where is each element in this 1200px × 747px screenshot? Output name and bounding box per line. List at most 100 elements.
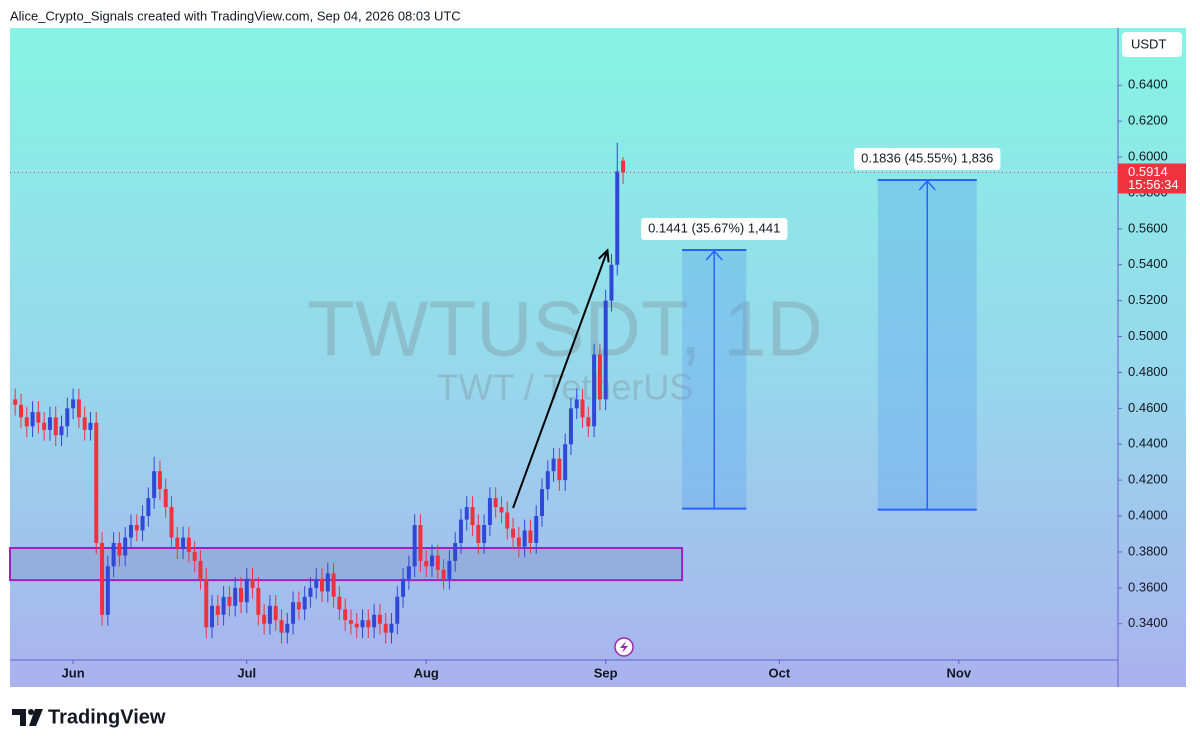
currency-label: USDT bbox=[1131, 36, 1166, 51]
candle-body bbox=[383, 623, 388, 633]
candle-body bbox=[424, 560, 429, 567]
last-price-label: 0.5914 bbox=[1128, 164, 1168, 179]
candle-body bbox=[621, 160, 626, 173]
brand-logo bbox=[12, 709, 43, 726]
measure-label: 0.1836 (45.55%) 1,836 bbox=[861, 150, 993, 165]
candle-body bbox=[256, 587, 261, 615]
candle-body bbox=[65, 408, 70, 427]
measure-label: 0.1441 (35.67%) 1,441 bbox=[648, 220, 780, 235]
candle-body bbox=[88, 422, 93, 430]
candle-body bbox=[47, 417, 52, 430]
candle-body bbox=[71, 399, 76, 409]
candle-body bbox=[13, 399, 18, 405]
trend-arrow-head bbox=[598, 248, 610, 263]
candle-body bbox=[372, 614, 377, 628]
candle-body bbox=[551, 458, 556, 472]
candle-body bbox=[250, 578, 255, 588]
candle-body bbox=[476, 525, 481, 543]
candle-body bbox=[354, 623, 359, 628]
candle-body bbox=[574, 399, 579, 409]
y-tick-label: 0.4600 bbox=[1128, 400, 1168, 415]
header-title: Alice_Crypto_Signals created with Tradin… bbox=[10, 8, 461, 23]
candle-body bbox=[227, 596, 232, 606]
candle-body bbox=[210, 605, 215, 628]
candle-body bbox=[94, 422, 99, 543]
x-tick-label: Oct bbox=[769, 665, 791, 680]
candle-body bbox=[18, 404, 23, 418]
candle-body bbox=[464, 507, 469, 520]
candle-body bbox=[100, 542, 105, 615]
candle-body bbox=[285, 623, 290, 633]
candle-body bbox=[366, 620, 371, 628]
candle-body bbox=[152, 471, 157, 499]
candle-body bbox=[557, 458, 562, 481]
countdown-label: 15:56:34 bbox=[1128, 177, 1179, 192]
candle-body bbox=[123, 537, 128, 556]
candle-body bbox=[82, 417, 87, 430]
candle-body bbox=[140, 516, 145, 531]
candle-body bbox=[592, 354, 597, 427]
candle-body bbox=[487, 498, 492, 526]
candle-body bbox=[435, 555, 440, 570]
candle-body bbox=[221, 596, 226, 615]
candle-body bbox=[586, 417, 591, 427]
y-tick-label: 0.5000 bbox=[1128, 328, 1168, 343]
candle-body bbox=[534, 516, 539, 543]
candle-body bbox=[516, 537, 521, 547]
candle-body bbox=[198, 560, 203, 579]
candle-body bbox=[406, 566, 411, 579]
candle-body bbox=[331, 573, 336, 597]
candle-body bbox=[76, 399, 81, 418]
x-tick-label: Sep bbox=[594, 665, 618, 680]
currency-box bbox=[1122, 32, 1182, 57]
candle-body bbox=[603, 300, 608, 400]
candle-body bbox=[453, 542, 458, 561]
x-tick-label: Jun bbox=[62, 665, 85, 680]
y-tick-label: 0.6000 bbox=[1128, 148, 1168, 163]
candle-body bbox=[615, 171, 620, 265]
support-zone bbox=[9, 546, 684, 582]
candle-body bbox=[267, 605, 272, 624]
candle-body bbox=[163, 489, 168, 508]
candle-body bbox=[244, 578, 249, 603]
candle-body bbox=[499, 507, 504, 513]
candle-body bbox=[568, 408, 573, 445]
y-tick-label: 0.5400 bbox=[1128, 256, 1168, 271]
candle-body bbox=[146, 498, 151, 517]
y-tick-label: 0.4000 bbox=[1128, 507, 1168, 522]
watermark: TWTUSDT, 1D bbox=[307, 285, 823, 373]
candle-body bbox=[42, 422, 47, 430]
y-tick-label: 0.3800 bbox=[1128, 543, 1168, 558]
measure-label-box bbox=[641, 218, 788, 241]
candle-body bbox=[545, 471, 550, 490]
candle-body bbox=[360, 620, 365, 628]
candle-body bbox=[233, 587, 238, 606]
y-tick-label: 0.6400 bbox=[1128, 77, 1168, 92]
candle-body bbox=[169, 507, 174, 538]
candle-body bbox=[395, 596, 400, 624]
y-tick-label: 0.4800 bbox=[1128, 364, 1168, 379]
y-tick-label: 0.4200 bbox=[1128, 472, 1168, 487]
candle-body bbox=[343, 609, 348, 621]
candle-body bbox=[325, 573, 330, 592]
measure-label-box bbox=[854, 148, 1001, 171]
candle-body bbox=[401, 578, 406, 597]
candle-body bbox=[348, 620, 353, 624]
candle-body bbox=[447, 560, 452, 579]
trend-arrow bbox=[512, 250, 609, 509]
candle-body bbox=[482, 525, 487, 543]
candle-body bbox=[563, 444, 568, 481]
candle-body bbox=[314, 578, 319, 588]
lightning-icon bbox=[614, 637, 634, 657]
candle-body bbox=[609, 264, 614, 301]
candle-body bbox=[308, 587, 313, 597]
candle-body bbox=[111, 542, 116, 567]
candle-body bbox=[493, 498, 498, 508]
y-tick-label: 0.5600 bbox=[1128, 220, 1168, 235]
candle-body bbox=[320, 578, 325, 592]
candle-body bbox=[441, 569, 446, 579]
brand-name: TradingView bbox=[48, 706, 166, 728]
candle-body bbox=[458, 519, 463, 543]
candle-body bbox=[505, 512, 510, 529]
candle-body bbox=[430, 555, 435, 567]
